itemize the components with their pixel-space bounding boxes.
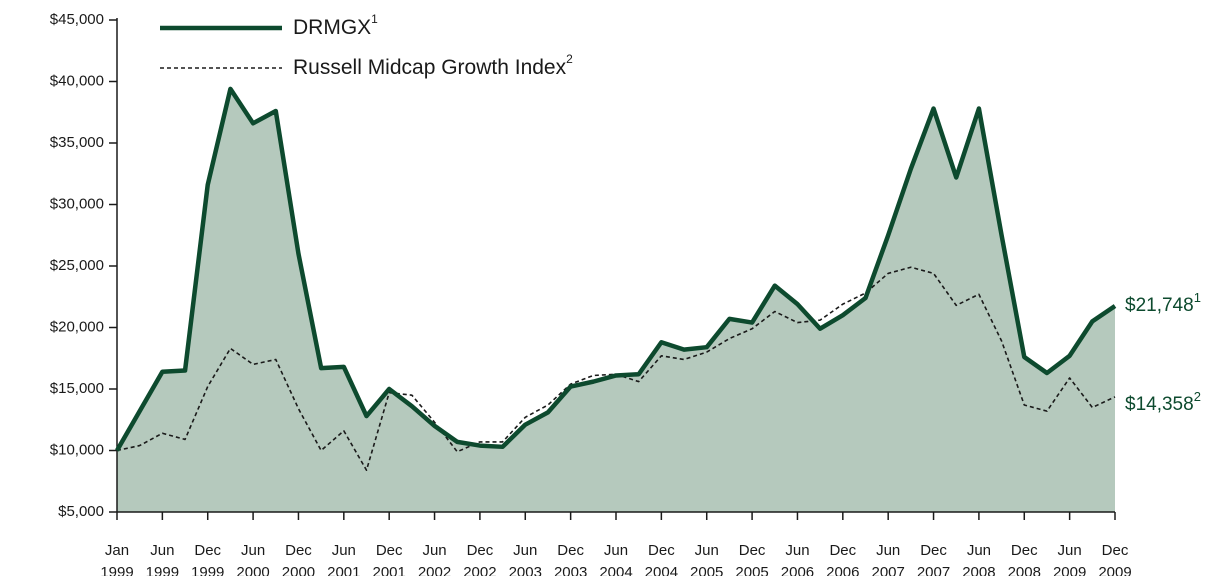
x-tick-label: Jun — [695, 542, 719, 559]
x-tick-label: 1999 — [100, 564, 133, 576]
end-note: 1 — [1194, 290, 1201, 305]
x-tick-label: 1999 — [191, 564, 224, 576]
x-tick-label: 2004 — [599, 564, 632, 576]
legend-label: Russell Midcap Growth Index2 — [293, 52, 573, 78]
x-tick-label: 2006 — [826, 564, 859, 576]
x-tick-label: 2005 — [690, 564, 723, 576]
end-note: 2 — [1194, 389, 1201, 404]
x-tick-label: Jun — [241, 542, 265, 559]
x-tick-label: Jun — [513, 542, 537, 559]
y-tick-label: $5,000 — [58, 503, 104, 520]
x-tick-label: Jun — [422, 542, 446, 559]
end-value: $21,748 — [1125, 295, 1194, 316]
x-tick-label: Jun — [967, 542, 991, 559]
x-tick-label: 1999 — [146, 564, 179, 576]
x-tick-label: 2001 — [327, 564, 360, 576]
y-tick-label: $35,000 — [50, 134, 104, 151]
legend-label: DRMGX1 — [293, 12, 378, 38]
x-tick-label: 2006 — [781, 564, 814, 576]
line — [115, 86, 1117, 452]
y-tick-label: $20,000 — [50, 318, 104, 335]
x-tick-label: 2007 — [917, 564, 950, 576]
x-tick-label: Dec — [467, 542, 494, 559]
x-tick-label: Dec — [829, 542, 856, 559]
x-tick-label: 2004 — [645, 564, 678, 576]
legend-note: 2 — [566, 52, 573, 66]
x-tick-label: Dec — [285, 542, 312, 559]
x-tick-label: Jun — [785, 542, 809, 559]
x-tick-label: 2005 — [735, 564, 768, 576]
y-tick-label: $30,000 — [50, 195, 104, 212]
x-tick-label: 2002 — [463, 564, 496, 576]
end-value: $14,358 — [1125, 394, 1194, 415]
x-tick-label: 2000 — [236, 564, 269, 576]
x-tick-label: Dec — [1102, 542, 1129, 559]
x-tick-label: 2009 — [1053, 564, 1086, 576]
x-tick-label: Dec — [920, 542, 947, 559]
x-tick-label: 2001 — [372, 564, 405, 576]
x-tick-label: Jun — [1058, 542, 1082, 559]
x-tick-label: 2007 — [871, 564, 904, 576]
x-tick-label: 2003 — [509, 564, 542, 576]
x-tick-label: Jun — [876, 542, 900, 559]
x-tick-label: 2002 — [418, 564, 451, 576]
x-tick-label: Jan — [105, 542, 129, 559]
x-tick-label: Jun — [604, 542, 628, 559]
x-tick-label: Dec — [739, 542, 766, 559]
y-tick-label: $15,000 — [50, 380, 104, 397]
x-tick-label: 2000 — [282, 564, 315, 576]
x-tick-label: 2003 — [554, 564, 587, 576]
x-tick-label: Dec — [376, 542, 403, 559]
end-label: $21,7481 — [1125, 290, 1201, 316]
x-tick-label: Dec — [557, 542, 584, 559]
y-tick-label: $10,000 — [50, 441, 104, 458]
x-tick-label: Jun — [150, 542, 174, 559]
legend-name: DRMGX — [293, 16, 371, 39]
y-tick-label: $40,000 — [50, 72, 104, 89]
x-tick-label: 2008 — [962, 564, 995, 576]
x-tick-label: 2008 — [1008, 564, 1041, 576]
x-tick-label: 2009 — [1098, 564, 1131, 576]
legend-note: 1 — [371, 12, 378, 26]
y-tick-label: $25,000 — [50, 257, 104, 274]
x-tick-label: Dec — [648, 542, 675, 559]
end-label: $14,3582 — [1125, 389, 1201, 415]
legend-name: Russell Midcap Growth Index — [293, 56, 567, 79]
x-tick-label: Jun — [332, 542, 356, 559]
area — [117, 88, 1115, 512]
y-tick-label: $45,000 — [50, 11, 104, 28]
x-tick-label: Dec — [1011, 542, 1038, 559]
x-tick-label: Dec — [194, 542, 221, 559]
